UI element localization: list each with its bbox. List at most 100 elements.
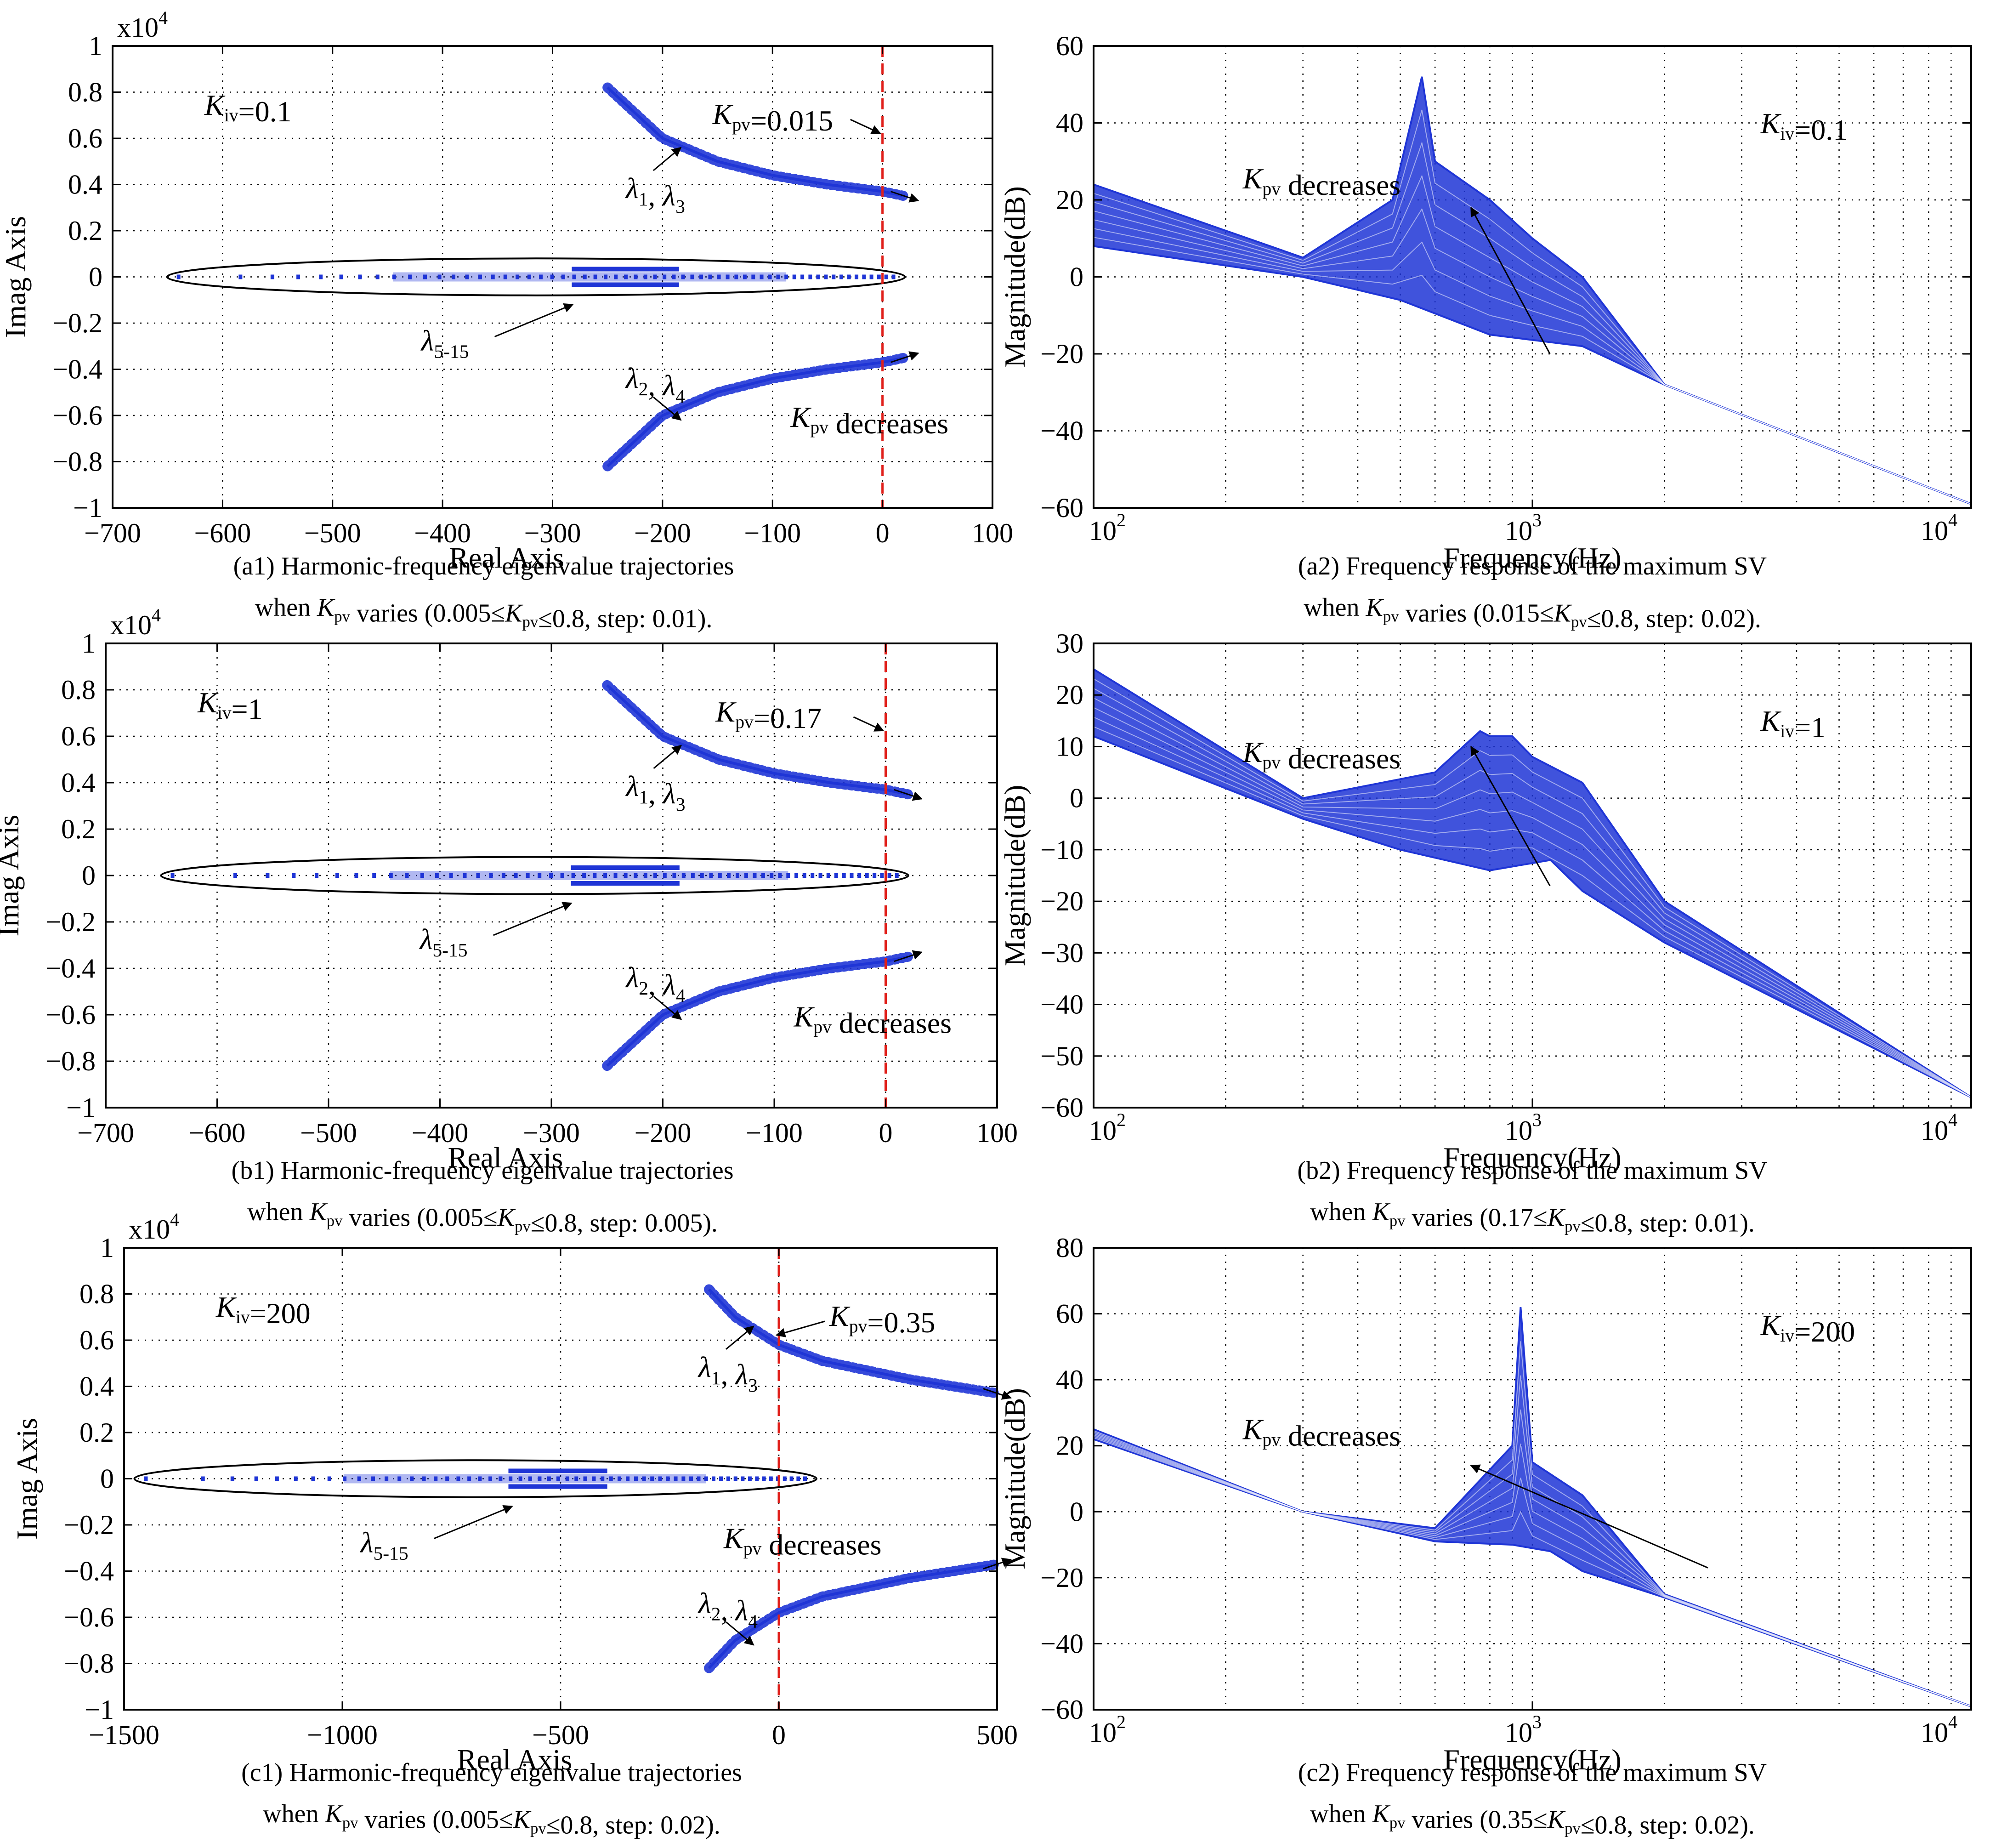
eigenvalue-mark bbox=[614, 274, 618, 279]
eigenvalue-mark bbox=[700, 873, 704, 878]
kpv-decreases-label: Kpv decreases bbox=[1242, 1413, 1401, 1452]
lambda-2-4-arrow bbox=[652, 396, 682, 421]
eigenvalue-mark bbox=[690, 274, 694, 279]
eigenvalue-mark bbox=[895, 873, 899, 878]
eigenvalue-mark bbox=[491, 274, 495, 279]
real-axis-eigenvalues bbox=[144, 1468, 807, 1489]
y-axis-label: Imag Axis bbox=[0, 216, 32, 338]
y-tick-label: −40 bbox=[1040, 989, 1083, 1020]
y-tick-label: −60 bbox=[1040, 1092, 1083, 1123]
eigenvalue-mark bbox=[743, 274, 747, 279]
x-tick-label: −400 bbox=[414, 518, 471, 548]
y-tick-label: 0.2 bbox=[79, 1417, 114, 1448]
x-tick-label: 103 bbox=[1505, 1109, 1542, 1146]
y-tick-label: 0 bbox=[1070, 783, 1083, 813]
caption-line-2: when Kpv varies (0.005≤Kpv≤0.8, step: 0.… bbox=[263, 1800, 720, 1840]
kiv-label: Kiv=200 bbox=[215, 1291, 311, 1330]
eigenvalue-mark bbox=[372, 873, 376, 878]
y-tick-label: −0.2 bbox=[64, 1510, 114, 1540]
eigenvalue-mark bbox=[712, 1476, 716, 1481]
x-tick-label: −600 bbox=[189, 1118, 246, 1148]
lambda-5-15-arrow bbox=[434, 1505, 513, 1539]
eigenvalue-mark bbox=[593, 873, 597, 878]
eigenvalue-mark bbox=[422, 1476, 426, 1481]
eigenvalue-mark bbox=[556, 1476, 560, 1481]
real-axis-eigenvalues bbox=[176, 267, 896, 287]
eigenvalue-mark bbox=[643, 873, 647, 878]
eigenvalue-mark bbox=[778, 873, 782, 878]
eigenvalue-mark bbox=[538, 1476, 542, 1481]
x-tick-label: 103 bbox=[1505, 1712, 1542, 1748]
response-upper-curve bbox=[1093, 668, 1972, 1098]
eigenvalue-ellipse bbox=[160, 856, 909, 895]
y-tick-label: 0 bbox=[89, 262, 102, 292]
kpv-decreases-label: Kpv decreases bbox=[723, 1522, 882, 1561]
eigenvalue-mark bbox=[410, 1476, 414, 1481]
eigenvalue-mark bbox=[832, 274, 836, 279]
eigenvalue-mark bbox=[792, 274, 796, 279]
eigenvalue-mark bbox=[726, 274, 730, 279]
eigenvalue-mark bbox=[358, 274, 362, 279]
eigenvalue-mark bbox=[748, 1476, 752, 1481]
eigenvalue-band bbox=[343, 1474, 706, 1484]
eigenvalue-mark bbox=[392, 274, 396, 279]
trajectory-upper-core bbox=[708, 1288, 998, 1395]
eigenvalue-mark bbox=[808, 274, 812, 279]
eigenvalue-mark bbox=[408, 274, 412, 279]
y-tick-label: 60 bbox=[1056, 31, 1083, 61]
eigenvalue-mark bbox=[891, 274, 896, 279]
eigenvalue-mark bbox=[653, 274, 657, 279]
response-family-curve bbox=[1093, 1436, 1972, 1707]
eigenvalue-mark bbox=[547, 1476, 551, 1481]
x-tick-label: 104 bbox=[1921, 1109, 1957, 1146]
x-axis-label: Real Axis bbox=[457, 1743, 573, 1776]
eigenvalue-mark bbox=[467, 1476, 471, 1481]
eigenvalue-mark bbox=[488, 1476, 493, 1481]
eigenvalue-mark bbox=[642, 1476, 646, 1481]
kpv-decreases-arrow bbox=[1470, 1464, 1708, 1569]
eigenvalue-mark bbox=[796, 1476, 800, 1481]
eigenvalue-mark bbox=[509, 1476, 513, 1481]
response-family-curve bbox=[1093, 707, 1972, 1098]
eigenvalue-mark bbox=[719, 1476, 723, 1481]
eigenvalue-mark bbox=[887, 873, 891, 878]
y-tick-label: 30 bbox=[1056, 628, 1083, 659]
eigenvalue-mark bbox=[397, 1476, 402, 1481]
eigenvalue-mark bbox=[842, 873, 846, 878]
caption-line-1: (c1) Harmonic-frequency eigenvalue traje… bbox=[241, 1758, 742, 1787]
eigenvalue-mark bbox=[254, 1476, 258, 1481]
caption-line-2: when Kpv varies (0.17≤Kpv≤0.8, step: 0.0… bbox=[1310, 1198, 1755, 1238]
y-tick-label: −20 bbox=[1040, 886, 1083, 916]
x-tick-label: 102 bbox=[1089, 510, 1126, 546]
eigenvalue-mark bbox=[609, 1476, 613, 1481]
kpv-value-label: Kpv=0.015 bbox=[712, 98, 833, 137]
caption-line-1: (a2) Frequency response of the maximum S… bbox=[1298, 552, 1767, 580]
y-axis-label: Magnitude(dB) bbox=[998, 1388, 1031, 1569]
response-family-curve bbox=[1093, 237, 1972, 505]
y-tick-label: 0.6 bbox=[68, 123, 102, 154]
y-tick-label: 80 bbox=[1056, 1233, 1083, 1263]
x-tick-label: 100 bbox=[972, 518, 1013, 548]
y-tick-label: −0.4 bbox=[45, 953, 96, 984]
caption-line-1: (a1) Harmonic-frequency eigenvalue traje… bbox=[233, 552, 734, 580]
y-tick-label: −60 bbox=[1040, 493, 1083, 523]
eigenvalue-mark bbox=[583, 274, 587, 279]
chart-b2: Kiv=1 Kpv decreases 30 20 10 0 −10 −20 −30 −40 −50… bbox=[998, 628, 1972, 1238]
x-ticks-b1: −700 −600 −500 −400 −300 −200 −100 0 100 bbox=[77, 643, 1018, 1148]
response-family-curve bbox=[1093, 208, 1972, 505]
eigenvalue-mark bbox=[650, 1476, 654, 1481]
eigenvalue-mark bbox=[643, 274, 647, 279]
eigenvalue-mark bbox=[761, 873, 765, 878]
eigenvalue-mark bbox=[275, 1476, 279, 1481]
eigenvalue-mark bbox=[233, 873, 237, 878]
lambda-2-4-arrow bbox=[726, 1621, 754, 1646]
eigenvalue-mark bbox=[385, 1476, 389, 1481]
lambda-5-15-label: λ5-15 bbox=[360, 1526, 408, 1564]
y-tick-label: −40 bbox=[1040, 1628, 1083, 1659]
y-tick-label: −10 bbox=[1040, 835, 1083, 865]
eigenvalue-mark bbox=[751, 274, 755, 279]
eigenvalue-mark bbox=[768, 274, 772, 279]
y-tick-label: 0.8 bbox=[68, 77, 102, 108]
response-family-curve bbox=[1093, 726, 1972, 1098]
